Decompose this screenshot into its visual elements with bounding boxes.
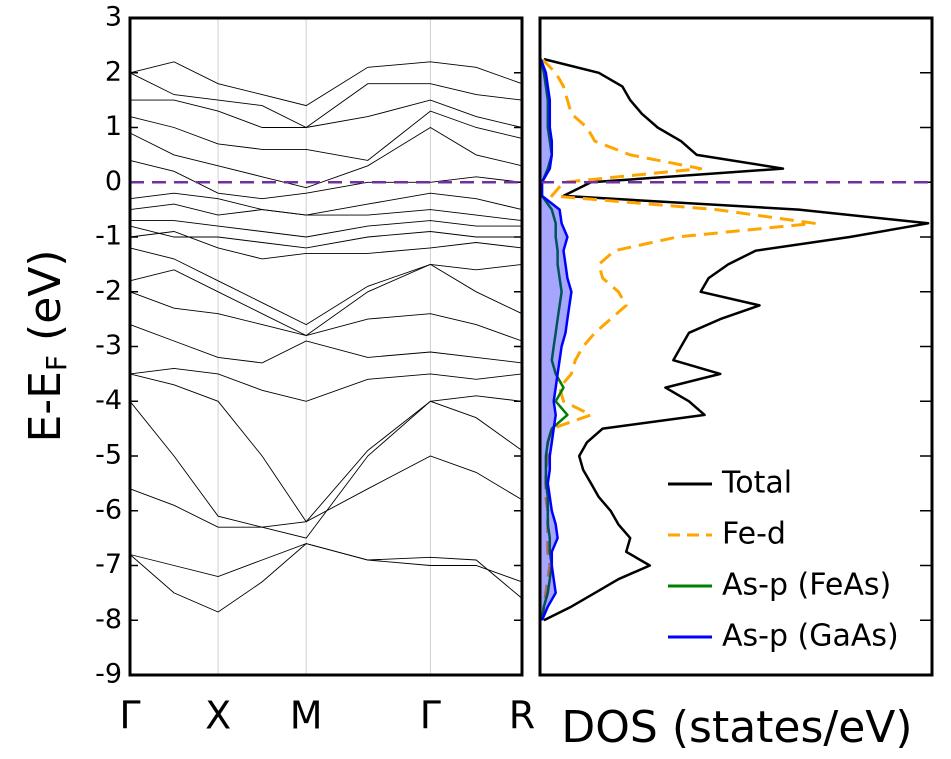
- y-axis-label: E-EF (eV): [20, 249, 73, 442]
- band-line: [129, 247, 523, 326]
- y-tick-label: -4: [95, 385, 122, 416]
- x-tick-label: M: [290, 694, 323, 738]
- y-label-unit: (eV): [20, 249, 71, 341]
- band-line: [129, 110, 523, 161]
- y-tick-label: -3: [95, 330, 122, 361]
- y-tick-label: 3: [105, 2, 122, 33]
- band-line: [129, 192, 523, 216]
- y-label-main: E-E: [20, 371, 71, 442]
- band-line: [129, 367, 523, 402]
- band-line: [129, 373, 523, 523]
- y-tick-label: -7: [95, 549, 122, 580]
- y-tick-label: 2: [105, 56, 122, 87]
- plot-frame: [128, 16, 524, 677]
- band-line: [129, 72, 523, 129]
- legend-label: Fe-d: [722, 517, 786, 552]
- legend-label: Total: [721, 466, 792, 501]
- y-tick-label: 1: [105, 111, 122, 142]
- legend-label: As-p (FeAs): [722, 568, 891, 603]
- y-tick-label: -9: [95, 659, 122, 690]
- dos-line: [543, 57, 930, 622]
- band-line: [129, 159, 523, 200]
- band-line: [129, 543, 523, 613]
- band-line: [129, 291, 523, 342]
- band-line: [129, 61, 523, 107]
- plot-frame: [538, 16, 934, 677]
- y-tick-label: -5: [95, 440, 122, 471]
- band-line: [129, 324, 523, 364]
- band-line: [129, 263, 523, 337]
- dos-area: [540, 59, 572, 621]
- x-tick-label: X: [205, 694, 231, 738]
- band-line: [129, 455, 523, 528]
- band-line: [130, 220, 522, 238]
- y-tick-label: -1: [95, 221, 122, 252]
- x-tick-label: Γ: [119, 694, 140, 738]
- y-tick-label: -2: [95, 275, 122, 306]
- dos-line: [539, 58, 573, 621]
- x-axis-label: DOS (states/eV): [561, 702, 912, 753]
- y-tick-label: 0: [105, 166, 122, 197]
- y-label-sub: F: [40, 355, 73, 371]
- band-line: [129, 126, 523, 189]
- y-tick-label: -6: [95, 494, 122, 525]
- band-line: [129, 400, 523, 539]
- band-line: [129, 225, 522, 249]
- x-tick-label: R: [509, 694, 535, 738]
- band-line: [129, 543, 523, 583]
- x-tick-label: Γ: [420, 694, 441, 738]
- y-tick-label: -8: [95, 604, 122, 635]
- band-line: [129, 203, 523, 222]
- legend-label: As-p (GaAs): [722, 619, 899, 654]
